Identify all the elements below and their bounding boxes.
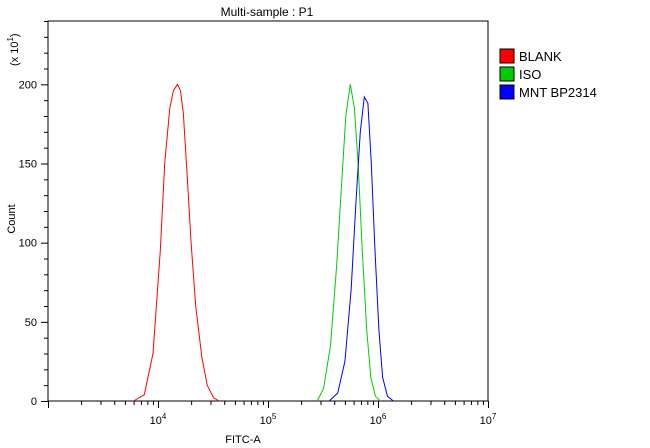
x-tick-label: 106 [370,412,387,427]
y-tick-label: 200 [19,79,37,91]
x-axis: 104 105 106 107 [48,401,497,427]
x-tick-label: 105 [260,412,277,427]
y-axis-multiplier-label: (x 101) [6,33,21,66]
legend-label: MNT BP2314 [519,85,597,100]
series-curve-mnt-bp2314 [328,95,394,402]
y-axis-label: Count [6,204,18,233]
y-tick-label: 100 [19,238,37,250]
series-curve-blank [133,83,220,402]
legend-swatch [499,84,515,100]
x-tick-label: 104 [150,412,167,427]
legend-label: BLANK [519,49,562,64]
legend-swatch [499,66,515,82]
legend: BLANK ISO MNT BP2314 [499,48,597,100]
y-tick-label: 150 [19,159,37,171]
y-tick-label: 50 [25,317,37,329]
plot-area-frame [47,20,489,402]
x-axis-label: FITC-A [225,434,261,446]
legend-swatch [499,48,515,64]
y-tick-label: 0 [31,396,37,408]
x-tick-label: 107 [480,412,497,427]
chart-title: Multi-sample : P1 [221,5,314,19]
series-curve-iso [316,84,381,402]
legend-label: ISO [519,67,541,82]
y-axis: 0 50 100 150 200 [19,21,48,408]
series-curves [133,83,394,402]
